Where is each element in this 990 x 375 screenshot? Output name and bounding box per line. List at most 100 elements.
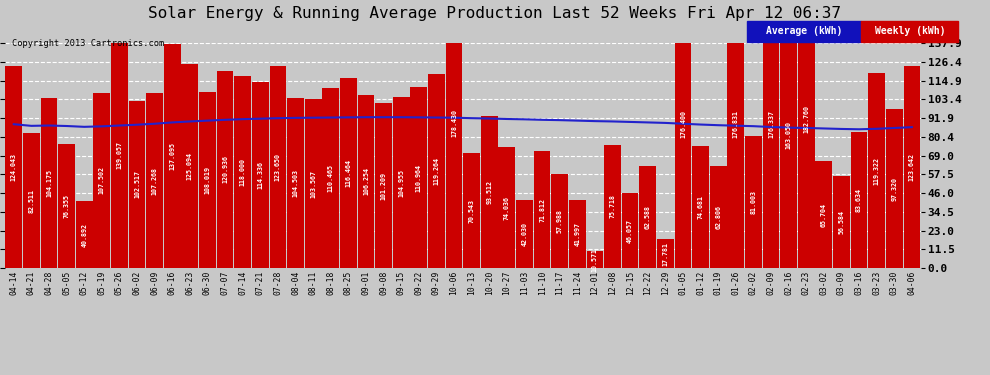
Text: 42.030: 42.030 [522,222,528,246]
Bar [762,0,779,268]
Text: 56.584: 56.584 [839,210,844,234]
Text: 118.000: 118.000 [240,158,246,186]
Text: 40.892: 40.892 [81,223,87,247]
Bar [147,93,163,268]
Bar [674,0,691,268]
Text: 104.955: 104.955 [398,168,404,196]
Text: 74.681: 74.681 [698,195,704,219]
Bar [745,136,761,268]
Bar [886,110,903,268]
Text: Weekly (kWh): Weekly (kWh) [874,27,945,36]
Bar [41,98,57,268]
Text: 82.511: 82.511 [29,189,35,213]
Bar [340,78,356,268]
Bar [199,92,216,268]
Text: 119.322: 119.322 [873,157,880,185]
Text: 182.760: 182.760 [803,105,809,133]
Text: 104.175: 104.175 [46,169,52,197]
Bar [235,76,251,268]
Bar [657,239,674,268]
Bar [375,103,392,268]
Bar [798,0,815,268]
Bar [816,161,833,268]
Bar [76,201,92,268]
Text: 70.543: 70.543 [468,199,474,223]
Bar [710,166,727,268]
Bar [640,166,656,268]
Text: 125.094: 125.094 [187,152,193,180]
Text: 137.095: 137.095 [169,142,175,170]
Bar [305,99,322,268]
Bar [164,45,180,268]
Text: 76.355: 76.355 [63,194,69,218]
Text: 62.588: 62.588 [644,205,650,229]
Text: 41.997: 41.997 [574,222,580,246]
Text: 123.650: 123.650 [275,153,281,181]
Text: Average (kWh): Average (kWh) [766,27,842,36]
Bar [586,251,603,268]
Bar [622,193,639,268]
Text: 75.718: 75.718 [610,194,616,218]
Bar [58,144,75,268]
Bar [287,98,304,268]
Text: 62.806: 62.806 [715,205,721,229]
Bar [499,147,515,268]
Text: 81.003: 81.003 [750,190,756,214]
Text: 65.704: 65.704 [821,202,827,226]
Text: 163.050: 163.050 [786,121,792,149]
Text: 176.337: 176.337 [768,110,774,138]
Bar [446,0,462,268]
Text: 46.057: 46.057 [627,219,634,243]
Text: 176.831: 176.831 [733,110,739,138]
Text: 110.465: 110.465 [328,164,334,192]
Bar [111,41,128,268]
Text: 101.209: 101.209 [380,171,386,200]
Text: 116.464: 116.464 [346,159,351,187]
Bar [834,176,849,268]
Text: 10.571: 10.571 [592,248,598,272]
Text: 71.812: 71.812 [540,198,545,222]
Text: 114.336: 114.336 [257,161,263,189]
Bar [904,66,921,268]
Bar [357,95,374,268]
Bar [323,88,340,268]
Bar [850,132,867,268]
Text: 120.936: 120.936 [222,156,228,183]
Text: 176.400: 176.400 [680,110,686,138]
Text: 119.264: 119.264 [434,157,440,185]
Text: 93.512: 93.512 [486,180,492,204]
Bar [534,151,550,268]
Text: 102.517: 102.517 [134,171,140,198]
Text: 104.503: 104.503 [292,169,299,197]
Bar [728,0,744,268]
Text: Copyright 2013 Cartronics.com: Copyright 2013 Cartronics.com [12,39,164,48]
Text: 107.502: 107.502 [99,166,105,194]
Bar [516,200,533,268]
Bar [181,64,198,268]
Text: 83.634: 83.634 [856,188,862,212]
Bar [569,200,586,268]
Text: 108.019: 108.019 [205,166,211,194]
Bar [5,66,22,268]
Text: 110.964: 110.964 [416,164,422,192]
Bar [251,82,268,268]
Bar [393,97,410,268]
Bar [481,116,498,268]
Text: 74.036: 74.036 [504,196,510,220]
Bar [217,71,234,268]
Text: 17.781: 17.781 [662,242,668,266]
Bar [692,146,709,268]
Bar [93,93,110,268]
Text: 106.254: 106.254 [363,168,369,195]
Bar [269,66,286,268]
Text: 123.642: 123.642 [909,153,915,181]
Text: 107.268: 107.268 [151,166,157,195]
Bar [604,145,621,268]
Text: Solar Energy & Running Average Production Last 52 Weeks Fri Apr 12 06:37: Solar Energy & Running Average Productio… [148,6,842,21]
Bar [411,87,427,268]
Bar [551,174,568,268]
Bar [868,74,885,268]
Bar [129,101,146,268]
Text: 124.043: 124.043 [11,153,17,181]
Text: 97.320: 97.320 [891,177,897,201]
